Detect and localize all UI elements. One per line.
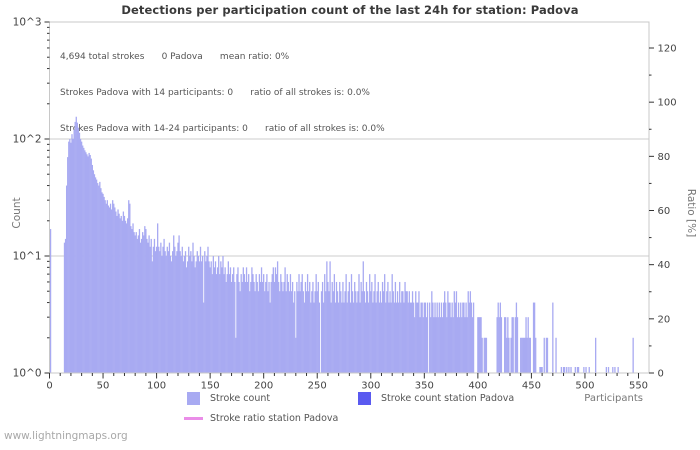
legend-item-stroke-count: Stroke count [187, 392, 270, 405]
svg-text:250: 250 [308, 381, 327, 392]
stats-line-totals: 4,694 total strokes 0 Padova mean ratio:… [60, 52, 290, 62]
svg-text:40: 40 [658, 260, 671, 271]
left-axis-ticks: 10^0 10^1 10^2 10^3 [13, 17, 50, 380]
svg-text:300: 300 [361, 381, 380, 392]
svg-text:60: 60 [658, 206, 671, 217]
svg-text:10^0: 10^0 [13, 368, 42, 380]
svg-text:200: 200 [254, 381, 273, 392]
svg-text:550: 550 [629, 381, 648, 392]
legend-swatch-stroke-count [187, 392, 200, 405]
svg-text:0: 0 [46, 381, 52, 392]
legend-label-stroke-count: Stroke count [210, 393, 271, 404]
svg-text:100: 100 [147, 381, 166, 392]
right-axis-title: Ratio [%] [685, 189, 697, 237]
svg-text:120: 120 [658, 44, 677, 55]
legend-item-station-ratio: Stroke ratio station Padova [184, 413, 338, 424]
page-title: Detections per participation count of th… [121, 3, 579, 17]
legend-label-station-count: Stroke count station Padova [381, 393, 515, 404]
svg-text:150: 150 [201, 381, 220, 392]
svg-text:10^2: 10^2 [13, 134, 42, 146]
svg-text:50: 50 [97, 381, 110, 392]
svg-text:500: 500 [575, 381, 594, 392]
svg-text:80: 80 [658, 152, 671, 163]
svg-text:0: 0 [658, 369, 664, 380]
left-axis-title: Count [11, 197, 23, 228]
watermark-url: www.lightningmaps.org [4, 430, 128, 442]
legend-item-station-count: Stroke count station Padova [358, 392, 514, 405]
stats-line-14-participants: Strokes Padova with 14 participants: 0 r… [60, 88, 370, 98]
right-axis-ticks: 0 20 40 60 80 100 120 [649, 44, 677, 380]
svg-text:350: 350 [415, 381, 434, 392]
stroke-count-bars [49, 116, 634, 374]
svg-text:10^1: 10^1 [13, 251, 42, 263]
svg-text:400: 400 [468, 381, 487, 392]
svg-text:10^3: 10^3 [13, 17, 42, 29]
legend-label-station-ratio: Stroke ratio station Padova [210, 413, 339, 424]
svg-text:20: 20 [658, 314, 671, 325]
legend-swatch-station-ratio [184, 417, 203, 420]
svg-text:450: 450 [522, 381, 541, 392]
x-axis-title: Participants [584, 393, 643, 404]
x-axis-ticks: 0 50 100 150 200 250 300 350 400 450 500 550 [46, 373, 648, 392]
legend-swatch-station-count [358, 392, 371, 405]
svg-text:100: 100 [658, 98, 677, 109]
